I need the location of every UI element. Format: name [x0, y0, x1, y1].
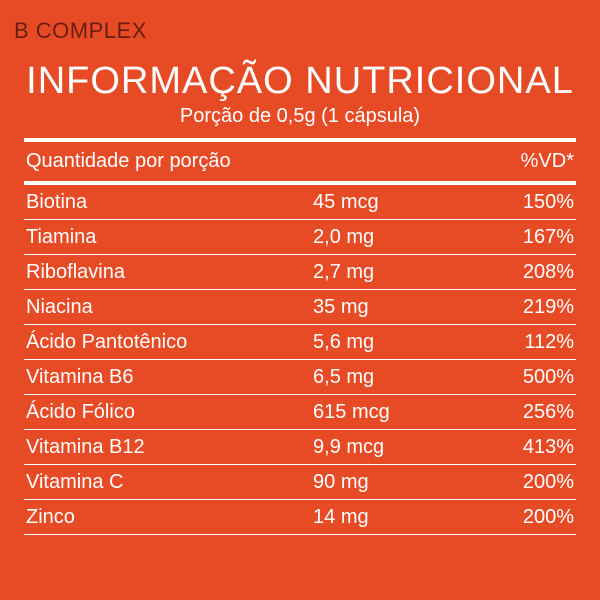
nutrient-name: Tiamina	[24, 220, 311, 254]
table-row: Vitamina B66,5 mg500%	[24, 360, 576, 394]
nutrient-amount: 615 mcg	[311, 395, 449, 429]
nutrient-dv: 200%	[449, 500, 576, 534]
nutrient-amount: 9,9 mcg	[311, 430, 449, 464]
nutrient-amount: 90 mg	[311, 465, 449, 499]
table-row: Riboflavina2,7 mg208%	[24, 255, 576, 289]
nutrient-name: Vitamina B12	[24, 430, 311, 464]
nutrient-dv: 200%	[449, 465, 576, 499]
dv-header: %VD*	[407, 142, 576, 181]
nutrient-name: Niacina	[24, 290, 311, 324]
nutrition-rows: Biotina45 mcg150%Tiamina2,0 mg167%Ribofl…	[24, 185, 576, 535]
nutrient-dv: 500%	[449, 360, 576, 394]
product-name: B COMPLEX	[14, 18, 147, 44]
serving-size: Porção de 0,5g (1 cápsula)	[0, 105, 600, 128]
table-row: Niacina35 mg219%	[24, 290, 576, 324]
nutrient-name: Zinco	[24, 500, 311, 534]
nutrient-amount: 45 mcg	[311, 185, 449, 219]
row-divider	[24, 534, 576, 535]
nutrient-dv: 219%	[449, 290, 576, 324]
nutrient-dv: 112%	[449, 325, 576, 359]
nutrient-amount: 14 mg	[311, 500, 449, 534]
table-row: Biotina45 mcg150%	[24, 185, 576, 219]
table-row: Vitamina C90 mg200%	[24, 465, 576, 499]
nutrient-name: Vitamina B6	[24, 360, 311, 394]
table-row: Ácido Pantotênico5,6 mg112%	[24, 325, 576, 359]
nutrient-dv: 167%	[449, 220, 576, 254]
nutrient-dv: 208%	[449, 255, 576, 289]
nutrient-amount: 2,0 mg	[311, 220, 449, 254]
qty-header: Quantidade por porção	[24, 142, 407, 181]
table-header-row: Quantidade por porção %VD*	[24, 142, 576, 181]
nutrient-name: Biotina	[24, 185, 311, 219]
nutrient-name: Ácido Fólico	[24, 395, 311, 429]
nutrition-label: B COMPLEX INFORMAÇÃO NUTRICIONAL Porção …	[0, 0, 600, 600]
nutrition-table: Quantidade por porção %VD*	[24, 142, 576, 181]
table-row: Vitamina B129,9 mcg413%	[24, 430, 576, 464]
nutrient-name: Ácido Pantotênico	[24, 325, 311, 359]
nutrient-dv: 413%	[449, 430, 576, 464]
nutrient-dv: 256%	[449, 395, 576, 429]
nutrient-amount: 5,6 mg	[311, 325, 449, 359]
label-title: INFORMAÇÃO NUTRICIONAL	[0, 0, 600, 103]
nutrient-amount: 6,5 mg	[311, 360, 449, 394]
nutrition-table-wrap: Quantidade por porção %VD* Biotina45 mcg…	[0, 138, 600, 535]
table-row: Zinco14 mg200%	[24, 500, 576, 534]
nutrient-name: Riboflavina	[24, 255, 311, 289]
nutrient-name: Vitamina C	[24, 465, 311, 499]
table-row: Tiamina2,0 mg167%	[24, 220, 576, 254]
nutrient-amount: 35 mg	[311, 290, 449, 324]
nutrient-dv: 150%	[449, 185, 576, 219]
nutrient-amount: 2,7 mg	[311, 255, 449, 289]
table-row: Ácido Fólico615 mcg256%	[24, 395, 576, 429]
